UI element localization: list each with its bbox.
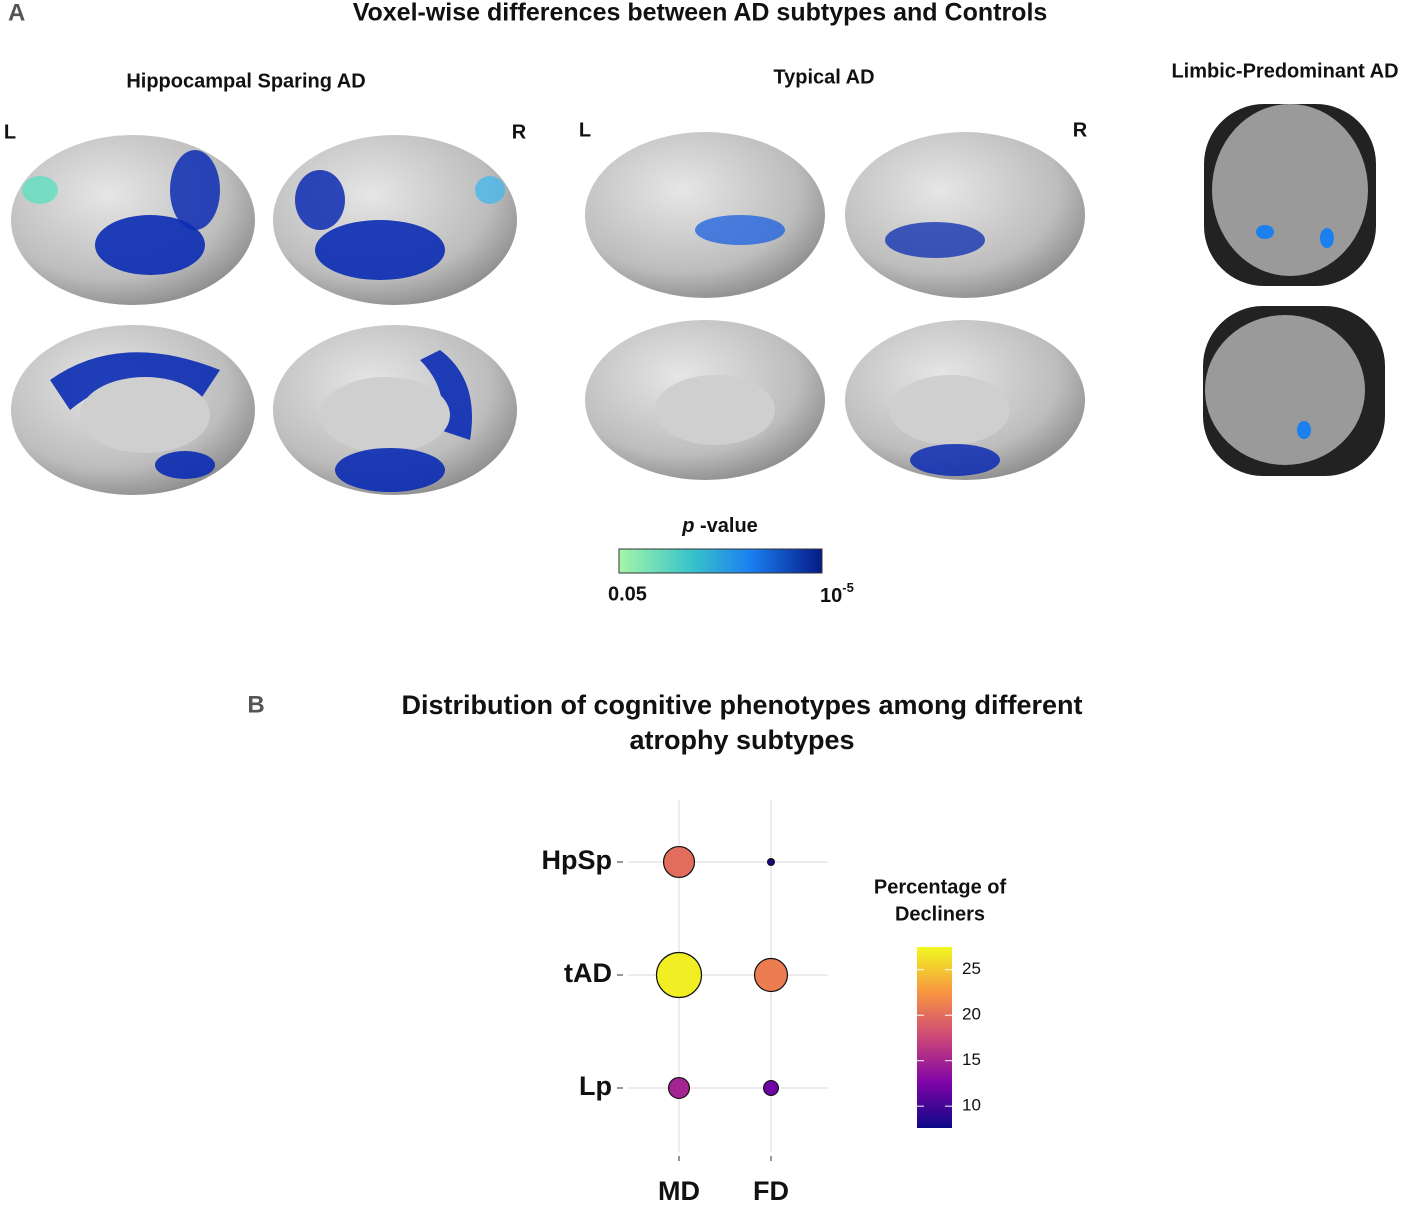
legend-tick-label: 15 [962, 1050, 981, 1069]
brain-renders [11, 104, 1385, 495]
chart-title: atrophy subtypes [629, 725, 854, 755]
x-tick-label: MD [658, 1176, 700, 1206]
group-title: Limbic-Predominant AD [1171, 60, 1398, 82]
colorbar-title: p -value [681, 515, 758, 537]
hemisphere-label: L [4, 121, 16, 143]
colorbar-high: 10-5 [820, 580, 854, 607]
legend-tick-label: 20 [962, 1005, 981, 1024]
legend-tick-label: 25 [962, 959, 981, 978]
panel-label: B [247, 691, 264, 718]
legend-title: Percentage of [874, 876, 1007, 898]
bubble [655, 951, 703, 999]
bubble [762, 1079, 780, 1097]
panel-title: Voxel-wise differences between AD subtyp… [353, 0, 1048, 27]
pvalue-colorbar [618, 548, 823, 574]
colorbar-high-exp: -5 [842, 580, 854, 595]
bubble [667, 1076, 691, 1100]
y-tick-label: Lp [579, 1071, 612, 1101]
group-title: Typical AD [773, 66, 874, 88]
bubble [766, 857, 776, 867]
legend-title: Decliners [895, 903, 985, 925]
x-tick-label: FD [753, 1176, 789, 1206]
hemisphere-label: R [512, 121, 527, 143]
colorbar-title-rest: -value [700, 515, 758, 537]
colorbar-low: 0.05 [608, 583, 647, 605]
y-tick-label: tAD [564, 958, 612, 988]
y-tick-label: HpSp [542, 845, 613, 875]
panel-label: A [8, 0, 25, 26]
colorbar-high-base: 10 [820, 585, 842, 607]
chart-title: Distribution of cognitive phenotypes amo… [401, 690, 1082, 720]
group-title: Hippocampal Sparing AD [126, 70, 365, 92]
legend-colorbar [917, 947, 952, 1128]
hemisphere-label: R [1073, 119, 1088, 141]
bubble [753, 957, 789, 993]
legend-tick-label: 10 [962, 1096, 981, 1115]
colorbar-title-italic: p [681, 515, 694, 537]
hemisphere-label: L [579, 119, 591, 141]
bubble [662, 845, 696, 879]
